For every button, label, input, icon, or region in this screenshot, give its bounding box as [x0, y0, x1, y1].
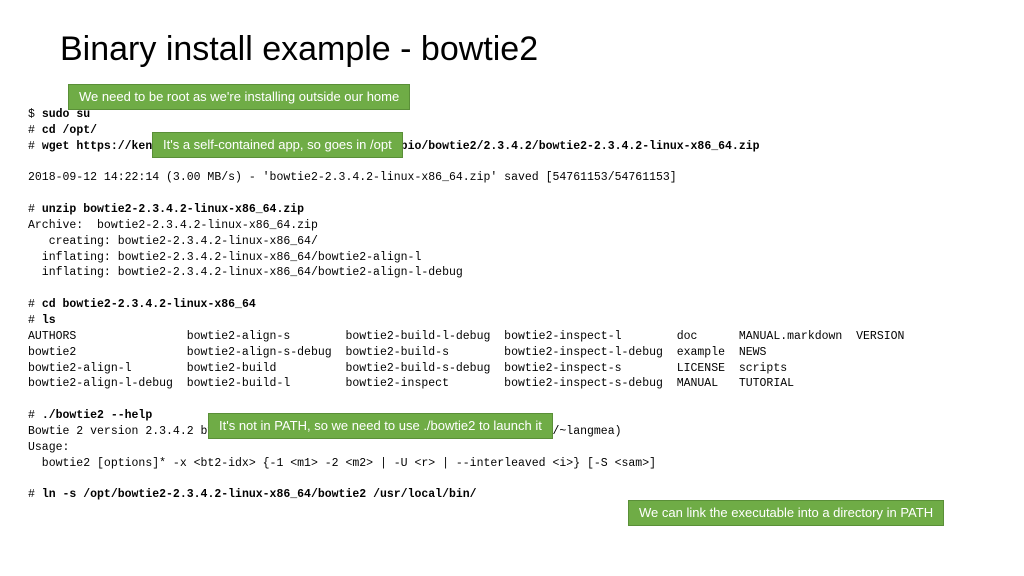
- cmd-unzip: unzip bowtie2-2.3.4.2-linux-x86_64.zip: [42, 203, 304, 216]
- prompt: #: [28, 409, 42, 422]
- prompt: #: [28, 203, 42, 216]
- prompt: #: [28, 314, 42, 327]
- cmd-sudo: sudo su: [42, 108, 90, 121]
- ls-row1: AUTHORS bowtie2-align-s bowtie2-build-l-…: [28, 330, 904, 343]
- output-creating: creating: bowtie2-2.3.4.2-linux-x86_64/: [28, 235, 318, 248]
- callout-opt: It's a self-contained app, so goes in /o…: [152, 132, 403, 158]
- output-wget: 2018-09-12 14:22:14 (3.00 MB/s) - 'bowti…: [28, 171, 677, 184]
- output-inflating1: inflating: bowtie2-2.3.4.2-linux-x86_64/…: [28, 251, 421, 264]
- output-usage-line: bowtie2 [options]* -x <bt2-idx> {-1 <m1>…: [28, 457, 656, 470]
- slide-title: Binary install example - bowtie2: [60, 30, 996, 69]
- ls-row2: bowtie2 bowtie2-align-s-debug bowtie2-bu…: [28, 346, 766, 359]
- cmd-cd-bowtie: cd bowtie2-2.3.4.2-linux-x86_64: [42, 298, 256, 311]
- prompt: #: [28, 140, 42, 153]
- cmd-cd-opt: cd /opt/: [42, 124, 97, 137]
- cmd-ls: ls: [42, 314, 56, 327]
- prompt: #: [28, 298, 42, 311]
- prompt: #: [28, 488, 42, 501]
- callout-path: It's not in PATH, so we need to use ./bo…: [208, 413, 553, 439]
- prompt: #: [28, 124, 42, 137]
- output-inflating2: inflating: bowtie2-2.3.4.2-linux-x86_64/…: [28, 266, 463, 279]
- output-usage-label: Usage:: [28, 441, 69, 454]
- cmd-ln: ln -s /opt/bowtie2-2.3.4.2-linux-x86_64/…: [42, 488, 477, 501]
- callout-root: We need to be root as we're installing o…: [68, 84, 410, 110]
- output-archive: Archive: bowtie2-2.3.4.2-linux-x86_64.zi…: [28, 219, 318, 232]
- ls-row3: bowtie2-align-l bowtie2-build bowtie2-bu…: [28, 362, 787, 375]
- cmd-help: ./bowtie2 --help: [42, 409, 152, 422]
- ls-row4: bowtie2-align-l-debug bowtie2-build-l bo…: [28, 377, 794, 390]
- callout-link: We can link the executable into a direct…: [628, 500, 944, 526]
- prompt: $: [28, 108, 42, 121]
